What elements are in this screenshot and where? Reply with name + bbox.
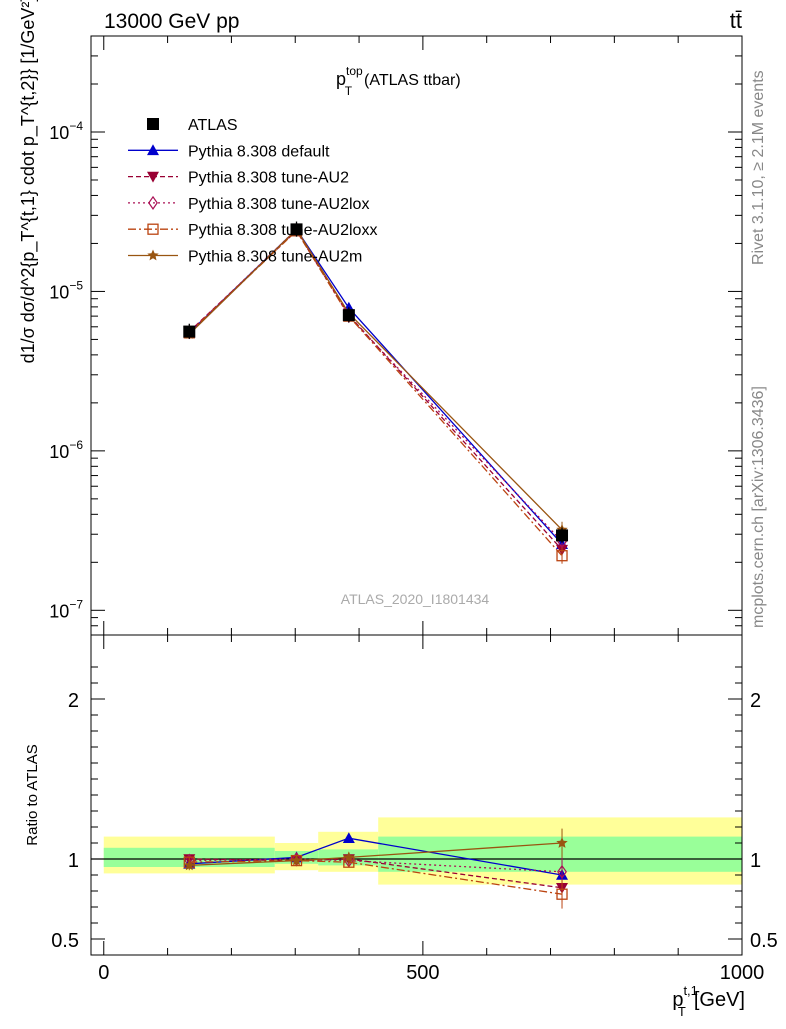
xlabel-sup: t,1 [683,983,697,998]
title-sub: T [345,84,353,98]
data-point-0 [290,223,303,236]
rivet-label: Rivet 3.1.10, ≥ 2.1M events [750,70,767,265]
ratio-line-4 [189,859,563,895]
mcplots-label: mcplots.cern.ch [arXiv:1306.3436] [750,386,767,628]
legend-marker-1 [147,144,159,156]
legend-marker-4 [147,223,159,235]
title-rest: (ATLAS ttbar) [364,72,461,89]
xlabel-main: p [672,989,683,1011]
x-tick-label: 0 [98,962,109,984]
x-axis-label: pt,1 T [GeV] [672,983,745,1019]
ratio-line-1 [189,837,563,876]
x-tick-label: 500 [406,962,439,984]
xlabel-rest: [GeV] [694,989,745,1011]
ratio-y-tick-label-right: 1 [750,850,761,872]
analysis-watermark: ATLAS_2020_I1801434 [341,591,490,607]
legend-label-5: Pythia 8.308 tune-AU2m [188,249,362,266]
legend: ATLAS Pythia 8.308 default Pythia 8.308 tu… [128,117,377,266]
legend-label-3: Pythia 8.308 tune-AU2lox [188,196,369,213]
title-main: p [336,69,346,89]
main-y-tick-label: 10−5 [49,278,83,302]
ratio-y-axis-label: Ratio to ATLAS [24,744,41,845]
data-point-0 [183,325,196,338]
ratio-point-5 [343,851,355,863]
legend-label-0: ATLAS [188,117,238,134]
main-y-tick-label: 10−4 [49,119,83,143]
xlabel-sub: T [678,1004,686,1019]
ratio-y-tick-label-right: 0.5 [750,930,778,952]
title-sup: top [346,64,363,78]
legend-label-2: Pythia 8.308 tune-AU2 [188,170,349,187]
ratio-line-5 [189,842,563,867]
series-line-1 [188,228,563,545]
ratio-point-5 [183,859,195,871]
main-plot-title: ptop T (ATLAS ttbar) [336,64,461,98]
legend-label-1: Pythia 8.308 default [188,143,330,160]
series-line-3 [188,228,563,542]
process-label: tt̄ [730,8,742,33]
ratio-y-tick-label: 0.5 [51,930,79,952]
main-y-tick-label: 10−7 [49,597,83,621]
data-point-0 [556,529,569,542]
ratio-plot: 0.5 0.5 1 1 2 2 0 500 1000 [51,635,778,984]
legend-marker-0 [147,118,159,130]
main-y-tick-label: 10−6 [49,438,83,462]
ratio-point-5 [290,854,303,866]
ratio-y-tick-label: 1 [68,850,79,872]
ratio-point-4 [556,888,568,900]
ratio-plot-frame [90,634,743,956]
data-point-4 [556,550,568,562]
ratio-point-5 [556,837,568,848]
main-y-axis-label: d1/σ dσ/d^2{p_T^{t,1} cdot p_T^{t,2}} [1… [18,0,39,363]
series-line-5 [188,228,563,531]
series-line-4 [188,229,563,557]
main-plot: 10−7 10−6 10−5 10−4 [49,35,743,636]
ratio-point-3 [557,864,567,879]
legend-label-4: Pythia 8.308 tune-AU2loxx [188,222,377,239]
legend-marker-3 [148,195,158,210]
ratio-line-3 [189,858,563,873]
ratio-y-tick-label: 2 [68,690,79,712]
legend-marker-5 [147,249,159,261]
ratio-point-1 [342,832,355,843]
data-point-0 [342,309,355,322]
x-tick-label: 1000 [720,962,765,984]
legend-marker-2 [147,171,159,183]
ratio-line-2 [189,858,563,889]
energy-label: 13000 GeV pp [104,10,239,33]
ratio-y-tick-label-right: 2 [750,690,761,712]
